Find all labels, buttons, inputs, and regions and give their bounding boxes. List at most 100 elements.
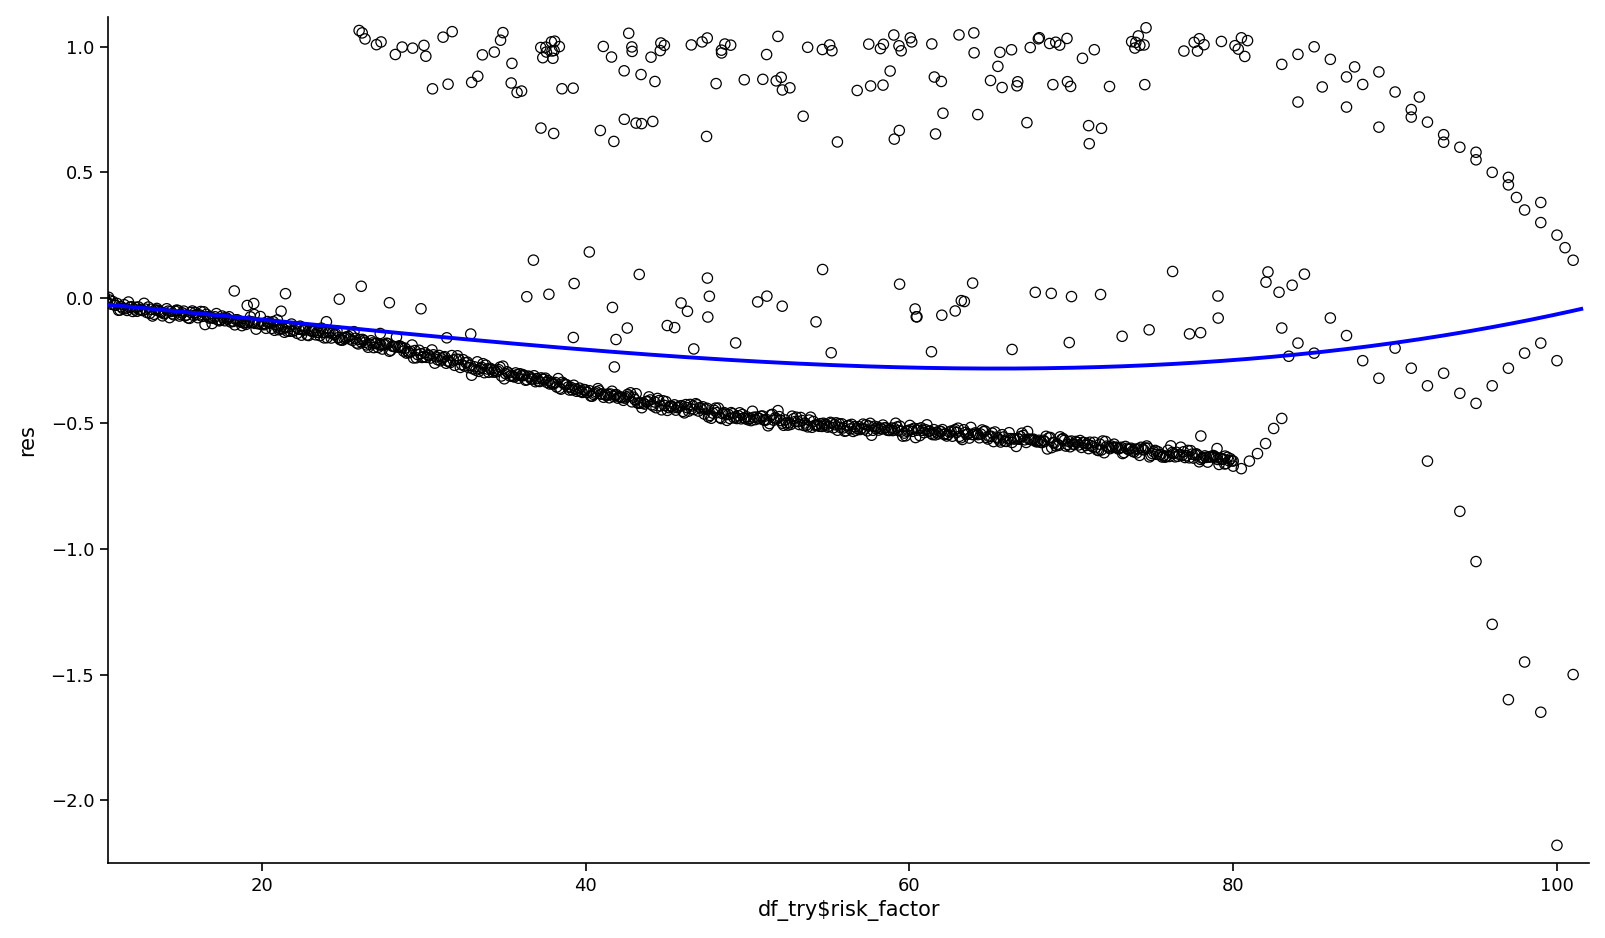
Point (199, 316, 225, 331)
Point (1526, 336, 1552, 351)
Point (194, 310, 220, 325)
Point (1542, 838, 1568, 853)
Point (491, 371, 517, 386)
Point (618, 39, 644, 54)
Point (512, 372, 538, 387)
Point (571, 383, 597, 398)
Point (400, 338, 425, 353)
Point (1101, 437, 1127, 452)
Point (1095, 440, 1120, 455)
Point (1510, 345, 1536, 360)
Point (457, 326, 483, 341)
Point (1160, 446, 1186, 461)
Point (101, 297, 127, 312)
Point (884, 419, 910, 434)
Point (388, 340, 414, 356)
Point (944, 425, 969, 440)
Point (807, 416, 833, 431)
Point (213, 310, 239, 325)
Point (806, 418, 831, 433)
Point (414, 347, 440, 362)
Point (815, 418, 841, 433)
Point (364, 340, 390, 355)
Point (337, 331, 363, 346)
Point (801, 417, 827, 432)
Point (599, 300, 624, 315)
Point (291, 323, 316, 338)
Point (663, 402, 689, 417)
Point (632, 394, 658, 409)
Point (888, 43, 913, 58)
Point (533, 375, 559, 390)
Point (326, 292, 351, 307)
Point (1038, 286, 1064, 301)
Point (933, 426, 958, 441)
Point (945, 27, 971, 42)
Point (1255, 265, 1281, 280)
Point (202, 310, 228, 325)
Point (939, 429, 965, 444)
Point (1332, 69, 1358, 84)
Point (730, 410, 756, 425)
Point (485, 362, 510, 377)
Point (751, 413, 777, 428)
Point (1026, 30, 1051, 45)
Point (347, 332, 372, 347)
Point (1542, 354, 1568, 369)
Point (323, 326, 348, 341)
Point (140, 309, 165, 324)
Point (1350, 77, 1375, 92)
Point (636, 389, 661, 404)
Point (435, 77, 461, 92)
Point (433, 330, 459, 345)
Point (790, 109, 815, 124)
Point (459, 368, 485, 383)
Point (380, 339, 406, 354)
Point (762, 73, 788, 88)
Point (819, 345, 844, 360)
Point (953, 427, 979, 442)
Point (180, 304, 205, 319)
Point (785, 414, 811, 429)
Point (181, 308, 207, 323)
Point (661, 398, 687, 413)
Point (825, 423, 851, 438)
Point (1183, 446, 1209, 461)
Point (201, 310, 226, 325)
Point (689, 401, 714, 416)
Point (368, 326, 393, 341)
Point (929, 422, 955, 437)
Point (165, 303, 191, 318)
Point (648, 402, 674, 417)
Point (284, 325, 310, 340)
Point (1125, 442, 1151, 457)
Point (560, 276, 586, 291)
Point (907, 428, 933, 443)
Point (666, 399, 692, 414)
Point (239, 315, 265, 330)
Point (819, 43, 844, 58)
Point (941, 423, 966, 438)
Point (1083, 443, 1109, 458)
Point (1115, 442, 1141, 457)
Point (754, 418, 780, 433)
Point (302, 324, 327, 339)
Point (353, 338, 379, 353)
Point (91, 289, 117, 304)
Point (1133, 21, 1159, 36)
Point (650, 393, 676, 408)
Point (1087, 287, 1112, 302)
Point (335, 329, 361, 344)
Point (618, 394, 644, 409)
Point (387, 339, 412, 354)
Point (541, 376, 567, 391)
Point (1220, 459, 1245, 474)
Point (332, 329, 358, 344)
Point (128, 302, 154, 317)
Point (266, 322, 292, 337)
Point (918, 37, 944, 52)
Point (515, 369, 541, 384)
Point (154, 301, 180, 316)
Point (465, 364, 491, 379)
Point (531, 371, 557, 386)
